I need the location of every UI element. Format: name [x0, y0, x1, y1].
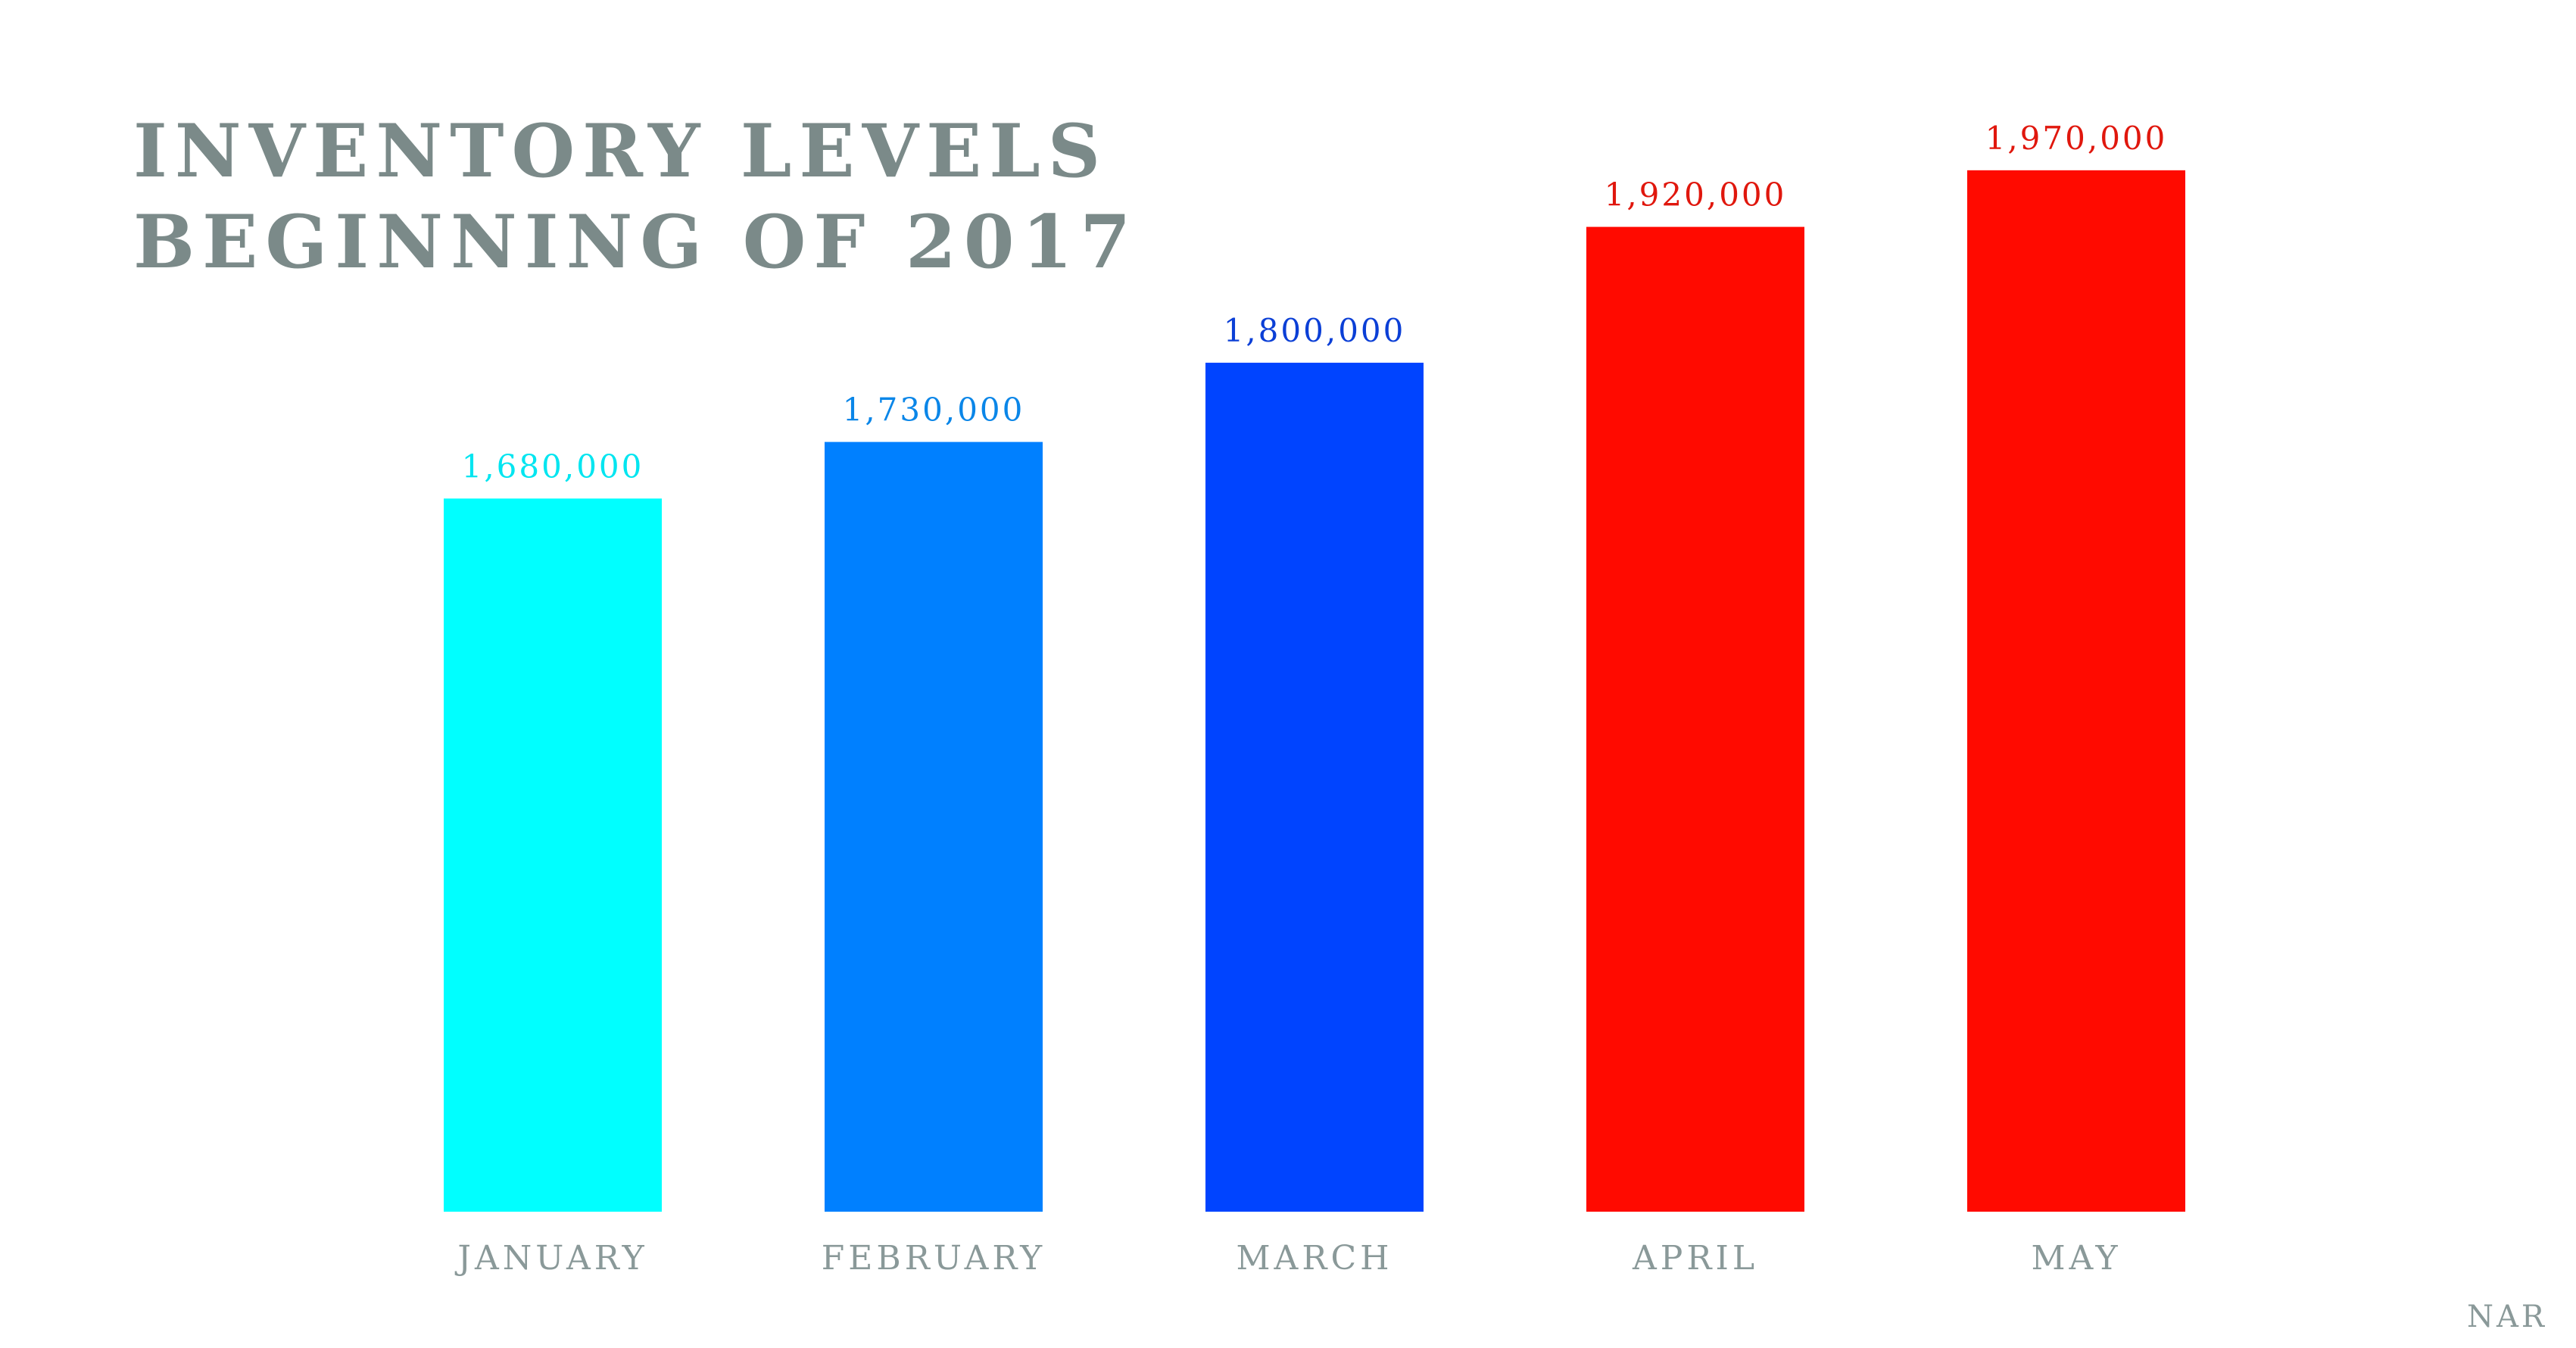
bar-january — [444, 498, 662, 1212]
value-label-february: 1,730,000 — [843, 392, 1025, 429]
category-label-january: JANUARY — [454, 1239, 647, 1278]
chart-title-line-1: INVENTORY LEVELS — [133, 108, 1109, 194]
category-label-february: FEBRUARY — [822, 1239, 1046, 1278]
bar-april — [1586, 226, 1804, 1212]
value-label-january: 1,680,000 — [462, 448, 644, 485]
value-label-may: 1,970,000 — [1985, 120, 2168, 157]
chart-title: INVENTORY LEVELS BEGINNING OF 2017 — [133, 106, 1138, 288]
bars-group — [444, 170, 2185, 1212]
source-label: NAR — [2466, 1300, 2547, 1334]
bar-may — [1967, 170, 2185, 1212]
category-label-april: APRIL — [1632, 1239, 1758, 1278]
value-label-april: 1,920,000 — [1605, 176, 1787, 214]
value-label-march: 1,800,000 — [1224, 312, 1406, 349]
chart-title-line-2: BEGINNING OF 2017 — [133, 199, 1139, 285]
category-label-may: MAY — [2031, 1239, 2121, 1278]
category-labels-group: JANUARY FEBRUARY MARCH APRIL MAY — [454, 1239, 2121, 1278]
value-labels-group: 1,680,000 1,730,000 1,800,000 1,920,000 1,97… — [462, 120, 2168, 485]
category-label-march: MARCH — [1237, 1239, 1393, 1278]
bar-march — [1205, 362, 1424, 1212]
bar-february — [825, 442, 1043, 1212]
